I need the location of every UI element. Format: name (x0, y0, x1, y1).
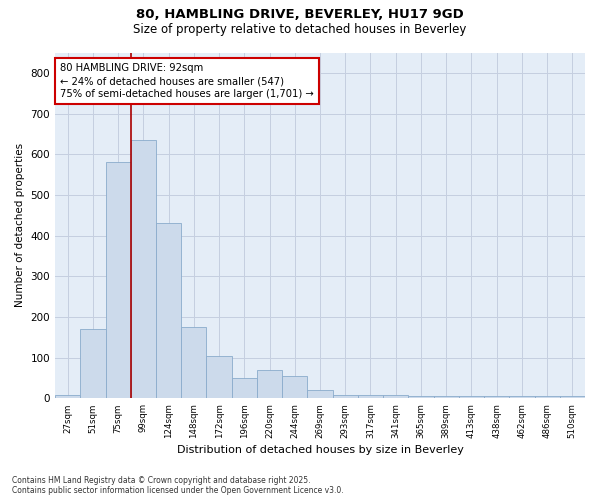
Bar (181, 327, 206, 398)
Bar (332, 395, 358, 398)
Bar (409, 396, 434, 398)
Text: Size of property relative to detached houses in Beverley: Size of property relative to detached ho… (133, 22, 467, 36)
Bar (509, 396, 535, 398)
Bar (232, 378, 257, 398)
Y-axis label: Number of detached properties: Number of detached properties (15, 144, 25, 308)
Bar (484, 396, 509, 398)
Bar (560, 396, 585, 398)
Text: 80, HAMBLING DRIVE, BEVERLEY, HU17 9GD: 80, HAMBLING DRIVE, BEVERLEY, HU17 9GD (136, 8, 464, 20)
Text: 80 HAMBLING DRIVE: 92sqm
← 24% of detached houses are smaller (547)
75% of semi-: 80 HAMBLING DRIVE: 92sqm ← 24% of detach… (61, 63, 314, 100)
Text: Contains HM Land Registry data © Crown copyright and database right 2025.
Contai: Contains HM Land Registry data © Crown c… (12, 476, 344, 495)
Bar (156, 224, 181, 398)
Bar (282, 376, 307, 398)
Bar (383, 395, 409, 398)
Bar (106, 162, 131, 398)
Bar (535, 396, 560, 398)
Bar (55, 395, 80, 398)
Bar (257, 370, 282, 398)
Bar (358, 395, 383, 398)
Bar (434, 396, 459, 398)
Bar (459, 396, 484, 398)
Bar (131, 140, 156, 398)
Bar (307, 390, 332, 398)
Bar (206, 356, 232, 399)
Bar (80, 329, 106, 398)
X-axis label: Distribution of detached houses by size in Beverley: Distribution of detached houses by size … (176, 445, 463, 455)
